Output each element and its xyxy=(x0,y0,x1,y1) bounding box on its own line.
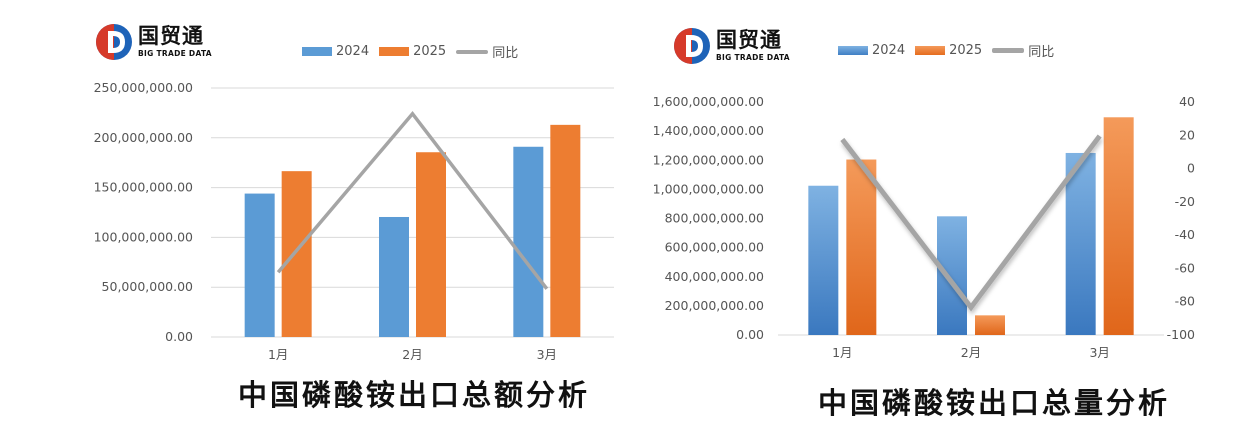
export-value-chart-panel: 国贸通 BIG TRADE DATA 2024 2025 同比 0.00 50,0… xyxy=(94,22,614,412)
y2-tick-label: 0 xyxy=(1187,161,1195,176)
y-tick-label: 150,000,000.00 xyxy=(94,180,193,195)
legend-swatch-2024 xyxy=(838,46,868,55)
chart-title: 中国磷酸铵出口总额分析 xyxy=(238,378,591,412)
y-tick-label: 600,000,000.00 xyxy=(665,240,764,255)
y2-tick-label: -100 xyxy=(1167,327,1195,342)
legend-item-2024: 2024 xyxy=(302,44,369,59)
y-tick-label: 1,000,000,000.00 xyxy=(653,181,764,196)
y-tick-label: 800,000,000.00 xyxy=(665,211,764,226)
brand-name: 国贸通 xyxy=(138,24,204,49)
legend-swatch-2025 xyxy=(379,47,410,56)
brand-logo: 国贸通 BIG TRADE DATA xyxy=(94,22,212,62)
bar-2025-2 xyxy=(416,152,446,337)
brand-subtitle: BIG TRADE DATA xyxy=(138,49,212,59)
y-tick-label: 200,000,000.00 xyxy=(94,130,193,145)
legend-swatch-yoy xyxy=(456,49,489,54)
legend-swatch-2024 xyxy=(302,47,332,56)
y-tick-label: 1,400,000,000.00 xyxy=(653,123,764,138)
legend-item-2025: 2025 xyxy=(379,44,446,59)
bar-2024-3 xyxy=(513,146,544,337)
yoy-line xyxy=(840,134,1102,312)
bar-2025-1 xyxy=(846,159,877,335)
chart-legend: 2024 2025 同比 xyxy=(838,41,1064,60)
bar-2025-3 xyxy=(1103,117,1134,336)
chart-legend: 2024 2025 同比 xyxy=(302,42,528,61)
brand-logo: 国贸通 BIG TRADE DATA xyxy=(672,26,790,66)
y-tick-label: 400,000,000.00 xyxy=(665,269,764,284)
legend-label-yoy: 同比 xyxy=(492,46,519,61)
y-tick-label: 200,000,000.00 xyxy=(665,298,764,313)
y-tick-label: 250,000,000.00 xyxy=(94,80,193,95)
x-tick-label: 2月 xyxy=(402,347,422,362)
y-tick-label: 0.00 xyxy=(736,327,764,342)
bar-2024-2 xyxy=(379,216,409,337)
legend-swatch-2025 xyxy=(915,46,946,55)
bar-2025-1 xyxy=(281,171,312,337)
legend-item-2024: 2024 xyxy=(838,43,905,58)
legend-label-2024: 2024 xyxy=(336,44,370,59)
y2-tick-label: 40 xyxy=(1179,94,1195,109)
legend-label-2025: 2025 xyxy=(413,44,447,59)
yoy-line xyxy=(276,110,549,290)
y-tick-label: 0.00 xyxy=(165,329,193,344)
y2-tick-label: 20 xyxy=(1179,127,1195,142)
bar-2024-3 xyxy=(1065,152,1096,335)
y-tick-label: 100,000,000.00 xyxy=(94,229,193,244)
y-tick-label: 1,200,000,000.00 xyxy=(653,152,764,167)
bar-2025-2 xyxy=(975,315,1005,335)
y-tick-label: 1,600,000,000.00 xyxy=(653,94,764,109)
brand-mark-icon xyxy=(96,24,132,60)
y-tick-label: 50,000,000.00 xyxy=(102,279,193,294)
legend-label-yoy: 同比 xyxy=(1028,45,1055,60)
chart-title: 中国磷酸铵出口总量分析 xyxy=(818,386,1171,420)
bar-2024-2 xyxy=(937,216,967,335)
legend-item-2025: 2025 xyxy=(915,43,982,58)
x-tick-label: 1月 xyxy=(268,347,288,362)
x-tick-label: 3月 xyxy=(1089,345,1109,360)
brand-name: 国贸通 xyxy=(716,28,782,53)
brand-mark-icon xyxy=(674,28,710,64)
legend-swatch-yoy xyxy=(992,48,1025,53)
y2-tick-label: -80 xyxy=(1175,294,1195,309)
bar-2024-1 xyxy=(244,193,275,337)
export-volume-chart: 0.00 200,000,000.00 400,000,000.00 600,000,… xyxy=(653,94,1195,360)
export-value-chart: 0.00 50,000,000.00 100,000,000.00 150,000,0… xyxy=(94,80,614,362)
export-volume-chart-panel: 国贸通 BIG TRADE DATA 2024 2025 同比 xyxy=(628,0,1255,439)
x-tick-label: 3月 xyxy=(537,347,557,362)
y2-tick-label: -20 xyxy=(1175,194,1195,209)
legend-label-2025: 2025 xyxy=(949,43,983,58)
y2-tick-label: -40 xyxy=(1175,227,1195,242)
legend-item-yoy: 同比 xyxy=(992,41,1054,60)
y2-tick-label: -60 xyxy=(1175,260,1195,275)
brand-subtitle: BIG TRADE DATA xyxy=(716,53,790,63)
legend-item-yoy: 同比 xyxy=(456,42,518,61)
x-tick-label: 1月 xyxy=(832,345,852,360)
bar-2025-3 xyxy=(550,124,581,338)
x-tick-label: 2月 xyxy=(961,345,981,360)
legend-label-2024: 2024 xyxy=(872,43,906,58)
bar-2024-1 xyxy=(808,185,839,335)
